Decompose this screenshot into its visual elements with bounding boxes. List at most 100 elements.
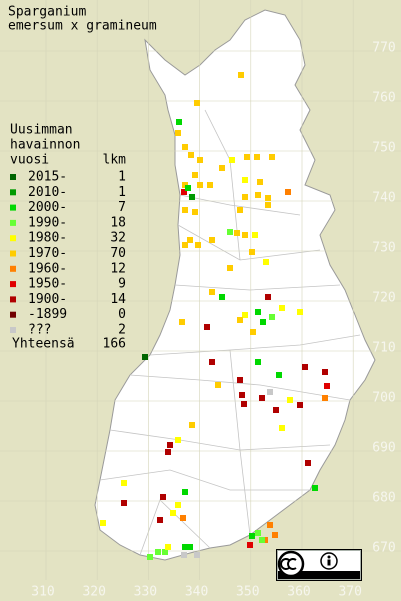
observation-square xyxy=(189,194,195,200)
observation-square xyxy=(142,354,148,360)
y-label: 730 xyxy=(372,241,395,256)
legend-label: 1980- xyxy=(28,231,67,246)
observation-square xyxy=(187,544,193,550)
observation-square xyxy=(244,154,250,160)
observation-square xyxy=(257,179,263,185)
x-label: 320 xyxy=(82,585,105,600)
legend-swatch xyxy=(10,281,16,288)
observation-square xyxy=(242,177,248,183)
legend-count: 18 xyxy=(110,215,126,230)
observation-square xyxy=(180,515,186,521)
observation-square xyxy=(302,364,308,370)
observation-square xyxy=(194,100,200,106)
observation-square xyxy=(259,537,265,543)
observation-square xyxy=(242,232,248,238)
observation-square xyxy=(215,382,221,388)
observation-square xyxy=(237,207,243,213)
observation-square xyxy=(219,294,225,300)
y-label: 680 xyxy=(372,491,395,506)
observation-square xyxy=(259,395,265,401)
observation-square xyxy=(192,172,198,178)
legend-label: 1970- xyxy=(28,246,67,261)
observation-square xyxy=(267,389,273,395)
legend-swatch xyxy=(10,189,16,196)
observation-square xyxy=(207,182,213,188)
legend-count-header: lkm xyxy=(103,153,127,168)
observation-square xyxy=(227,265,233,271)
total-count: 166 xyxy=(103,337,126,352)
y-label: 690 xyxy=(372,441,395,456)
observation-square xyxy=(162,549,168,555)
observation-square xyxy=(121,480,127,486)
legend-swatch xyxy=(10,219,16,226)
legend-count: 0 xyxy=(118,307,126,322)
y-label: 750 xyxy=(372,141,395,156)
observation-square xyxy=(175,437,181,443)
observation-square xyxy=(279,305,285,311)
legend-count: 14 xyxy=(110,292,126,307)
observation-square xyxy=(263,259,269,265)
observation-square xyxy=(229,157,235,163)
observation-square xyxy=(219,165,225,171)
observation-square xyxy=(182,144,188,150)
observation-square xyxy=(242,194,248,200)
observation-square xyxy=(238,72,244,78)
observation-square xyxy=(160,494,166,500)
observation-square xyxy=(272,532,278,538)
observation-square xyxy=(305,460,311,466)
y-label: 710 xyxy=(372,341,395,356)
observation-square xyxy=(255,309,261,315)
observation-square xyxy=(194,552,200,558)
legend-count: 32 xyxy=(110,231,126,246)
grid xyxy=(0,0,401,580)
observation-square xyxy=(250,329,256,335)
observation-square xyxy=(312,485,318,491)
observations xyxy=(100,72,330,560)
observation-square xyxy=(181,552,187,558)
observation-square xyxy=(165,544,171,550)
observation-square xyxy=(167,442,173,448)
total-label: Yhteensä xyxy=(12,337,75,352)
observation-square xyxy=(170,510,176,516)
observation-square xyxy=(265,195,271,201)
observation-square xyxy=(100,520,106,526)
title-line: Sparganium xyxy=(8,5,86,20)
legend-label: 2015- xyxy=(28,170,67,185)
observation-square xyxy=(147,554,153,560)
legend-swatch xyxy=(10,327,16,333)
y-label: 670 xyxy=(372,541,395,556)
legend-label: 2010- xyxy=(28,185,67,200)
observation-square xyxy=(204,324,210,330)
observation-square xyxy=(165,449,171,455)
observation-square xyxy=(197,157,203,163)
observation-square xyxy=(192,209,198,215)
observation-square xyxy=(297,309,303,315)
observation-square xyxy=(157,517,163,523)
x-label: 360 xyxy=(287,585,310,600)
observation-square xyxy=(297,402,303,408)
observation-square xyxy=(182,489,188,495)
legend-swatch xyxy=(10,235,16,242)
observation-square xyxy=(273,407,279,413)
observation-square xyxy=(182,544,188,550)
observation-square xyxy=(242,312,248,318)
observation-square xyxy=(175,502,181,508)
legend-label: 2000- xyxy=(28,200,67,215)
y-label: 770 xyxy=(372,41,395,56)
legend-count: 1 xyxy=(118,170,126,185)
observation-square xyxy=(188,152,194,158)
legend-heading: Uusimman xyxy=(10,123,73,138)
x-label: 370 xyxy=(338,585,361,600)
observation-square xyxy=(181,189,187,195)
legend-label: -1899 xyxy=(28,307,67,322)
observation-square xyxy=(182,207,188,213)
observation-square xyxy=(241,401,247,407)
title-line: emersum x gramineum xyxy=(8,19,157,34)
observation-square xyxy=(237,377,243,383)
observation-square xyxy=(189,422,195,428)
observation-square xyxy=(249,249,255,255)
observation-square xyxy=(249,533,255,539)
x-label: 330 xyxy=(134,585,157,600)
observation-square xyxy=(227,229,233,235)
